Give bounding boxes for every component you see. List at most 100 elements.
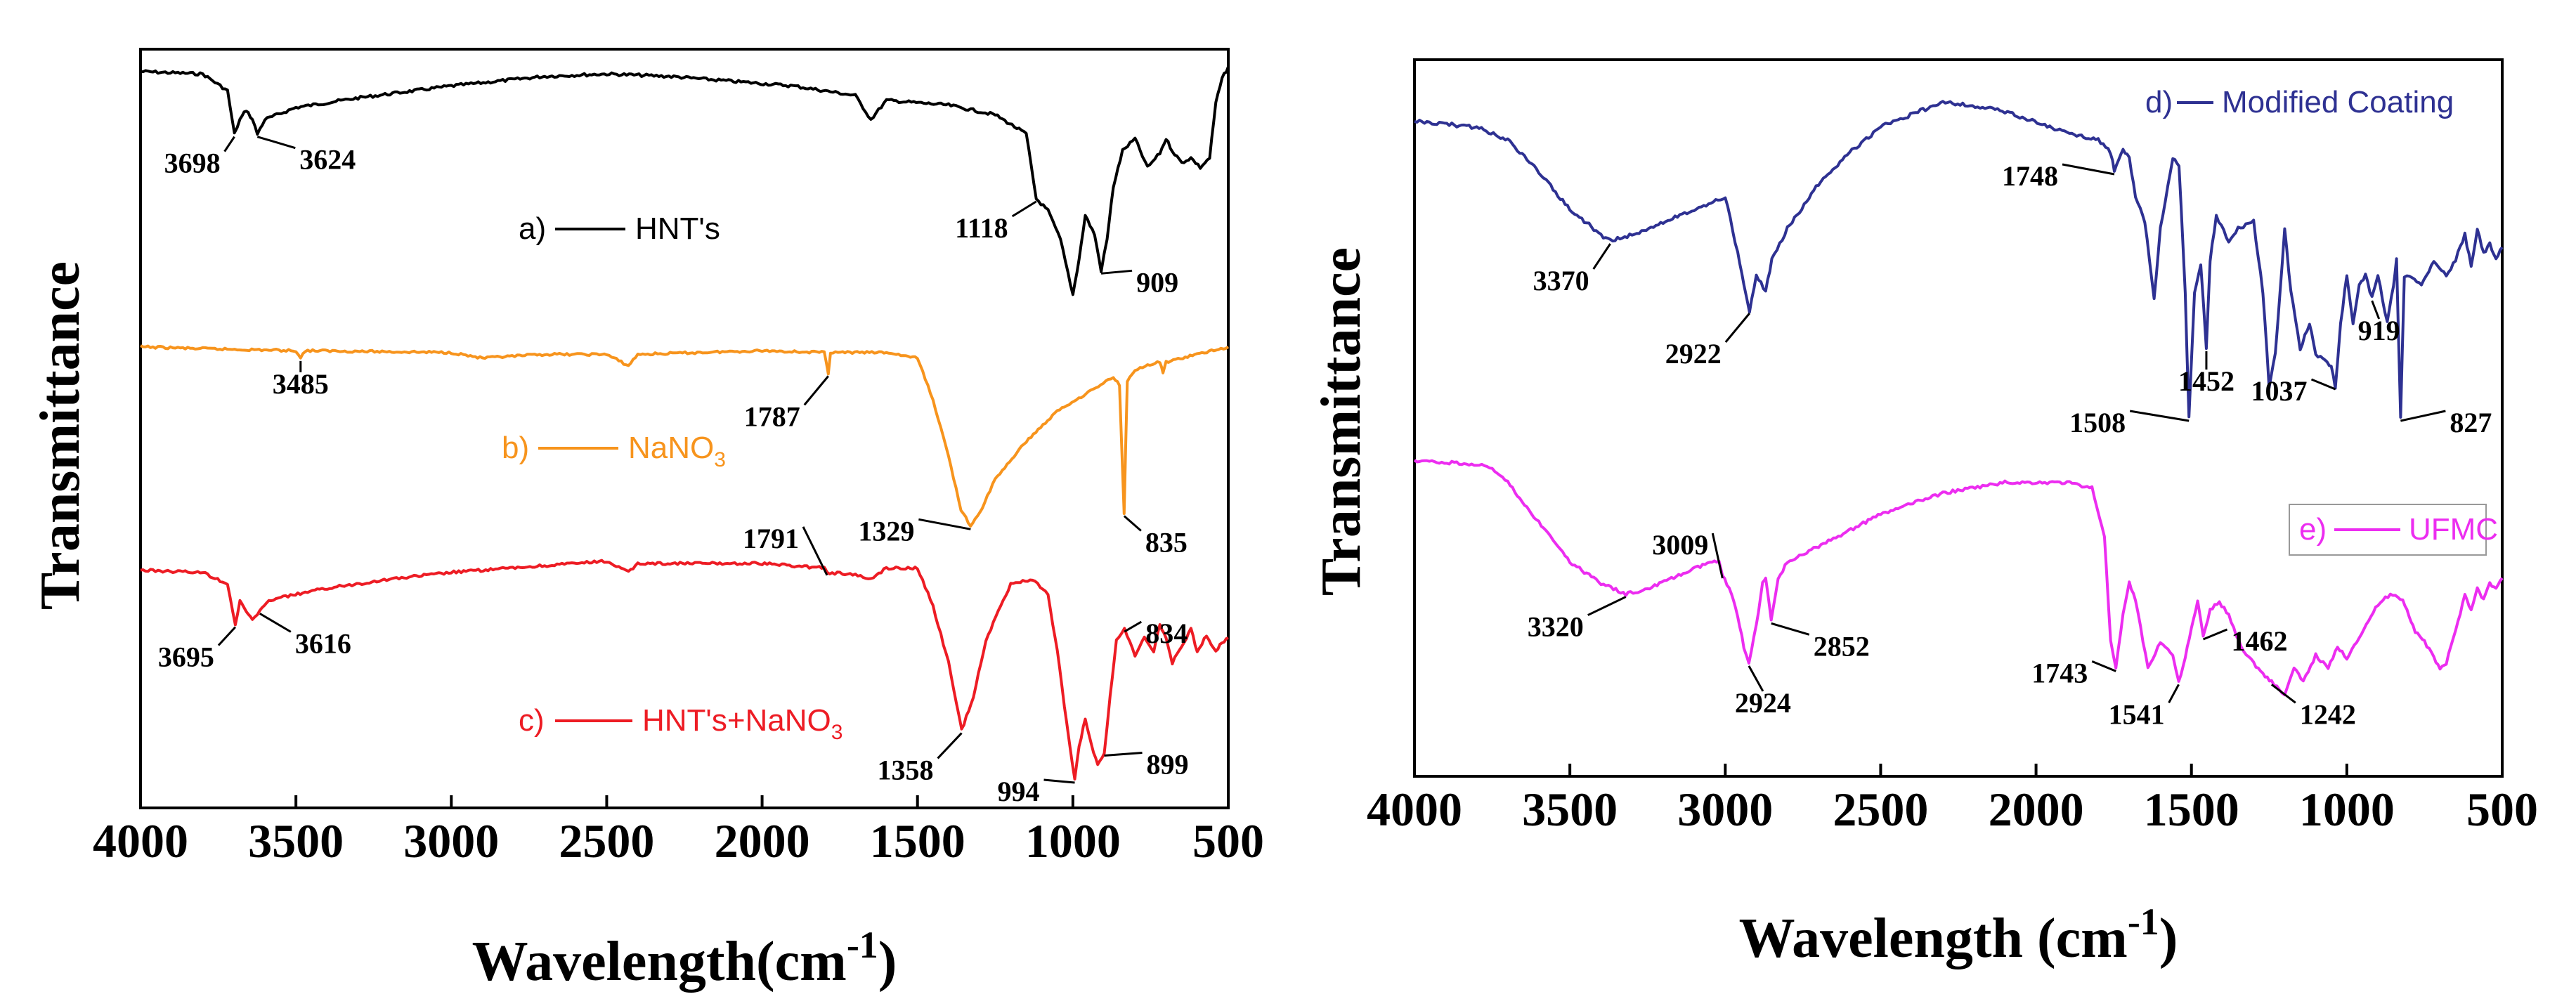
left-tick-label: 3500 [248,814,344,868]
legend-c-sub: 3 [831,721,843,744]
peak-arrow [2400,410,2446,422]
peak-arrow [1123,515,1142,532]
left-tick-500: 500 [1192,795,1264,868]
peak-label-1037: 1037 [2251,375,2336,407]
series-b-line [140,344,1230,528]
right-tick-500: 500 [2466,764,2538,836]
left-tick-label: 1000 [1025,814,1121,868]
left-plot-frame [139,48,1230,809]
left-panel: Transmittance Wavelength(cm-1) 4000 3500 3… [30,48,1264,993]
legend-d: d) Modified Coating [2145,85,2454,119]
peak-text: 1787 [744,400,800,432]
legend-d-label: Modified Coating [2222,85,2454,119]
peak-arrow [2202,628,2228,641]
legend-b: b) NaNO3 [502,431,726,471]
left-tick-label: 3000 [403,814,499,868]
peak-label-3370: 3370 [1533,243,1611,296]
right-plot-frame [1413,58,2504,778]
series-a-line [140,66,1230,296]
peak-label-1118: 1118 [955,200,1037,244]
peak-text: 899 [1147,749,1189,781]
left-tick-2000: 2000 [715,795,810,868]
peak-label-3695: 3695 [158,626,236,673]
peak-label-2852: 2852 [1771,622,1870,662]
peak-text: 1452 [2178,365,2235,397]
right-xlabel-main: Wavelength (cm [1739,908,2128,969]
right-tick-label: 3000 [1677,783,1773,836]
peak-arrow [1724,313,1750,343]
peak-text: 2922 [1665,338,1722,370]
peak-label-827: 827 [2400,407,2492,438]
peak-label-919: 919 [2358,300,2400,346]
peak-arrow [2168,684,2180,704]
peak-label-1508: 1508 [2069,407,2190,438]
legend-c-main: HNT's+NaNO [642,703,831,738]
right-tick-label: 3500 [1522,783,1618,836]
left-tick-3500: 3500 [248,795,344,868]
right-annotations: 3370 2922 1748 1508 1452 1037 919 827 3320 3009 29… [1528,160,2492,730]
peak-arrow [223,136,235,152]
peak-text: 1508 [2069,407,2126,438]
peak-label-1743: 1743 [2031,657,2116,688]
legend-c: c) HNT's+NaNO3 [519,703,843,744]
peak-arrow [1587,596,1627,616]
peak-text: 835 [1145,526,1188,558]
right-ylabel: Transmittance [1310,247,1372,596]
peak-arrow [803,375,829,406]
peak-label-994: 994 [998,776,1075,807]
peak-label-3616: 3616 [259,613,351,659]
peak-label-3320: 3320 [1528,596,1627,643]
peak-text: 1541 [2109,698,2165,730]
peak-arrow [2091,660,2116,672]
peak-text: 1118 [955,212,1008,244]
left-tick-label: 2000 [715,814,810,868]
right-tick-label: 1000 [2299,783,2395,836]
peak-label-3485: 3485 [273,360,329,400]
peak-arrow [1711,533,1724,579]
peak-label-2924: 2924 [1735,665,1791,719]
left-tick-2500: 2500 [559,795,654,868]
left-x-ticks: 4000 3500 3000 2500 2000 1500 1000 500 [93,795,1264,868]
peak-text: 994 [998,776,1040,807]
legend-d-letter: d) [2145,85,2173,119]
right-tick-label: 1500 [2144,783,2239,836]
legend-b-label: NaNO3 [628,431,726,471]
legend-a: a) HNT's [519,211,720,246]
peak-arrow [1748,665,1764,692]
peak-arrow [1043,778,1075,784]
peak-arrow [1100,269,1133,275]
right-x-ticks: 4000 3500 3000 2500 2000 1500 1000 500 [1367,764,2538,836]
peak-text: 3695 [158,641,214,673]
peak-label-1358: 1358 [878,732,963,785]
peak-text: 3698 [164,148,221,179]
legend-c-letter: c) [519,703,545,738]
peak-text: 3370 [1533,265,1589,296]
peak-arrow [2062,163,2115,176]
right-tick-1000: 1000 [2299,764,2395,836]
peak-text: 1748 [2002,160,2058,192]
left-tick-label: 1500 [870,814,965,868]
peak-arrow [259,613,292,633]
peak-arrow [2270,684,2296,704]
peak-arrow [2129,410,2190,422]
left-tick-label: 2500 [559,814,654,868]
peak-arrow [1771,622,1810,636]
left-xlabel-main: Wavelength(cm [472,931,847,993]
left-xlabel: Wavelength(cm-1) [472,924,897,993]
right-tick-label: 500 [2466,783,2538,836]
peak-arrow [1124,620,1143,633]
right-tick-3500: 3500 [1522,764,1618,836]
left-tick-3000: 3000 [403,795,499,868]
legend-c-label: HNT's+NaNO3 [642,703,843,744]
peak-label-1541: 1541 [2109,684,2180,730]
left-xlabel-sup: -1 [847,924,878,966]
right-tick-label: 2000 [1989,783,2084,836]
peak-label-1791: 1791 [743,523,828,576]
peak-label-1462: 1462 [2202,625,2288,657]
peak-text: 3009 [1652,529,1708,561]
peak-text: 1791 [743,523,799,554]
peak-label-1452: 1452 [2178,351,2235,397]
peak-text: 909 [1136,266,1178,298]
peak-arrow [1104,752,1143,757]
left-tick-label: 4000 [93,814,188,868]
